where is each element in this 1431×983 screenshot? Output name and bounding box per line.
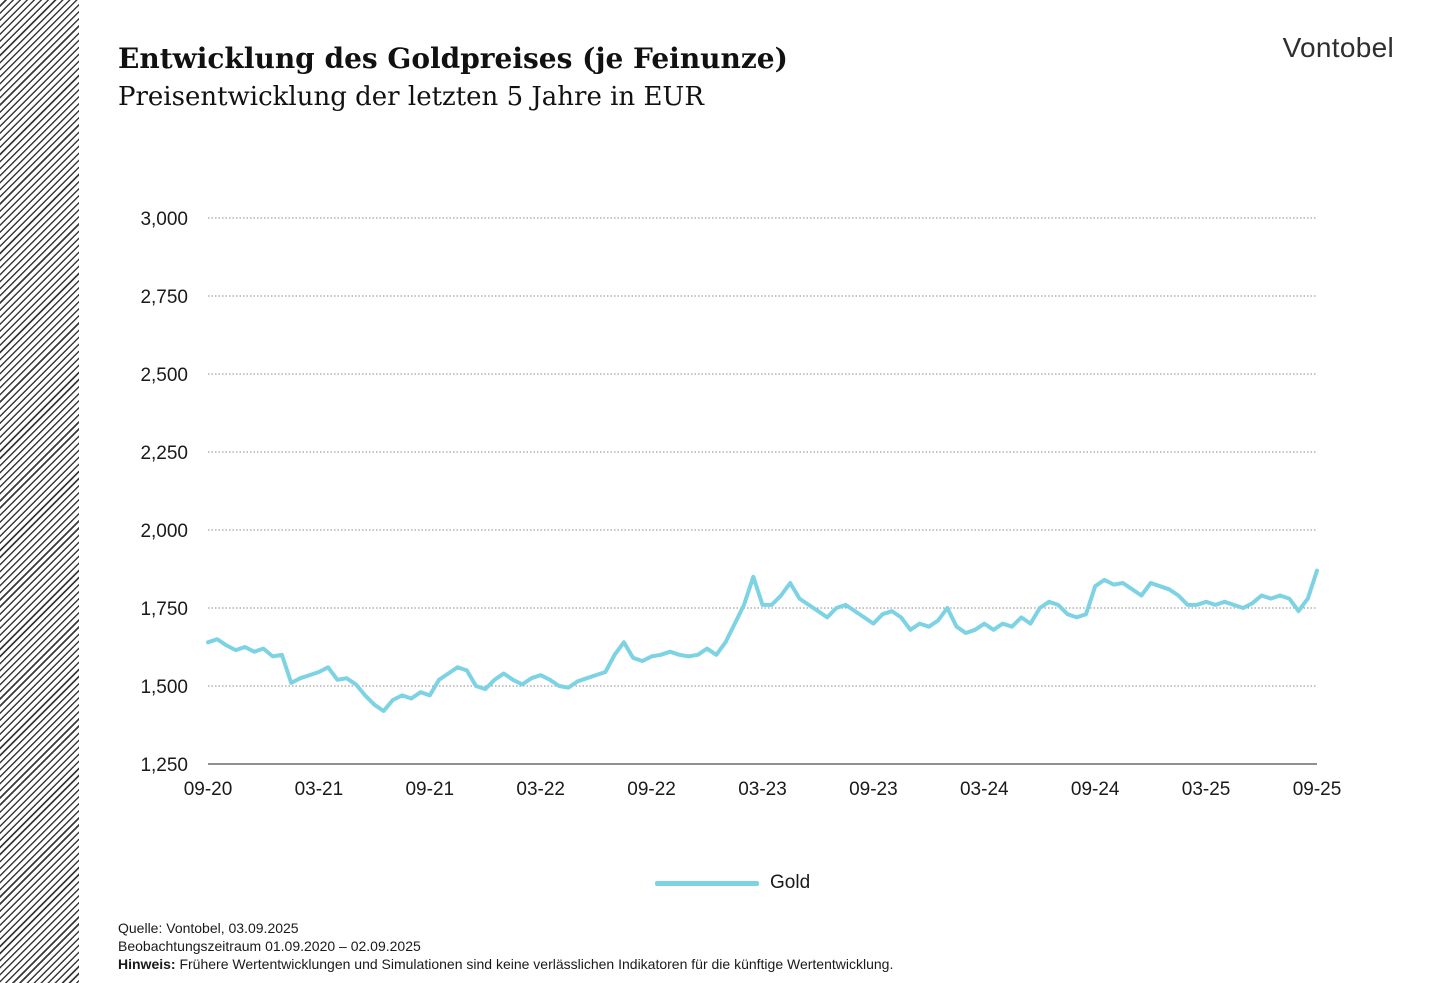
y-tick-label: 2,500 xyxy=(140,365,188,386)
x-tick-label: 03-24 xyxy=(960,779,1009,800)
y-tick-label: 1,750 xyxy=(140,599,188,620)
legend-swatch-gold xyxy=(655,880,759,886)
footer-note-text: Frühere Wertentwicklungen und Simulation… xyxy=(175,956,894,972)
series-group xyxy=(206,568,1319,713)
y-tick-label: 2,000 xyxy=(140,521,188,542)
grid-lines xyxy=(208,217,1317,687)
footer-note: Hinweis: Frühere Wertentwicklungen und S… xyxy=(118,955,893,973)
hatch-decoration xyxy=(0,0,79,983)
footer-source: Quelle: Vontobel, 03.09.2025 xyxy=(118,920,299,936)
y-tick-label: 3,000 xyxy=(140,209,188,230)
x-tick-label: 09-23 xyxy=(849,779,898,800)
x-tick-label: 03-23 xyxy=(738,779,787,800)
x-tick-label: 09-24 xyxy=(1071,779,1120,800)
x-tick-label: 09-20 xyxy=(184,779,233,800)
chart-subtitle: Preisentwicklung der letzten 5 Jahre in … xyxy=(118,82,704,112)
footer-notes: Quelle: Vontobel, 03.09.2025 Beobachtung… xyxy=(118,919,893,973)
vontobel-logo: Vontobel xyxy=(1282,32,1394,63)
x-tick-label: 03-21 xyxy=(295,779,344,800)
x-tick-label: 03-25 xyxy=(1182,779,1231,800)
legend-label-gold: Gold xyxy=(770,872,811,893)
y-tick-label: 1,500 xyxy=(140,677,188,698)
series-line-gold xyxy=(206,568,1319,713)
x-tick-label: 03-22 xyxy=(516,779,565,800)
x-tick-label: 09-22 xyxy=(627,779,676,800)
chart-title: Entwicklung des Goldpreises (je Feinunze… xyxy=(118,42,788,75)
footer-period: Beobachtungszeitraum 01.09.2020 – 02.09.… xyxy=(118,938,421,954)
footer-note-label: Hinweis: xyxy=(118,956,176,972)
legend: Gold xyxy=(655,871,810,895)
y-tick-label: 1,250 xyxy=(140,755,188,776)
y-axis: 1,250 1,500 1,750 2,000 2,250 2,500 2,750 3,000 xyxy=(140,209,188,776)
x-tick-label: 09-25 xyxy=(1293,779,1342,800)
x-axis: 09-20 03-21 09-21 03-22 09-22 03-23 09-23 03-24… xyxy=(184,763,1342,800)
y-tick-label: 2,250 xyxy=(140,443,188,464)
x-tick-label: 09-21 xyxy=(405,779,454,800)
y-tick-label: 2,750 xyxy=(140,287,188,308)
